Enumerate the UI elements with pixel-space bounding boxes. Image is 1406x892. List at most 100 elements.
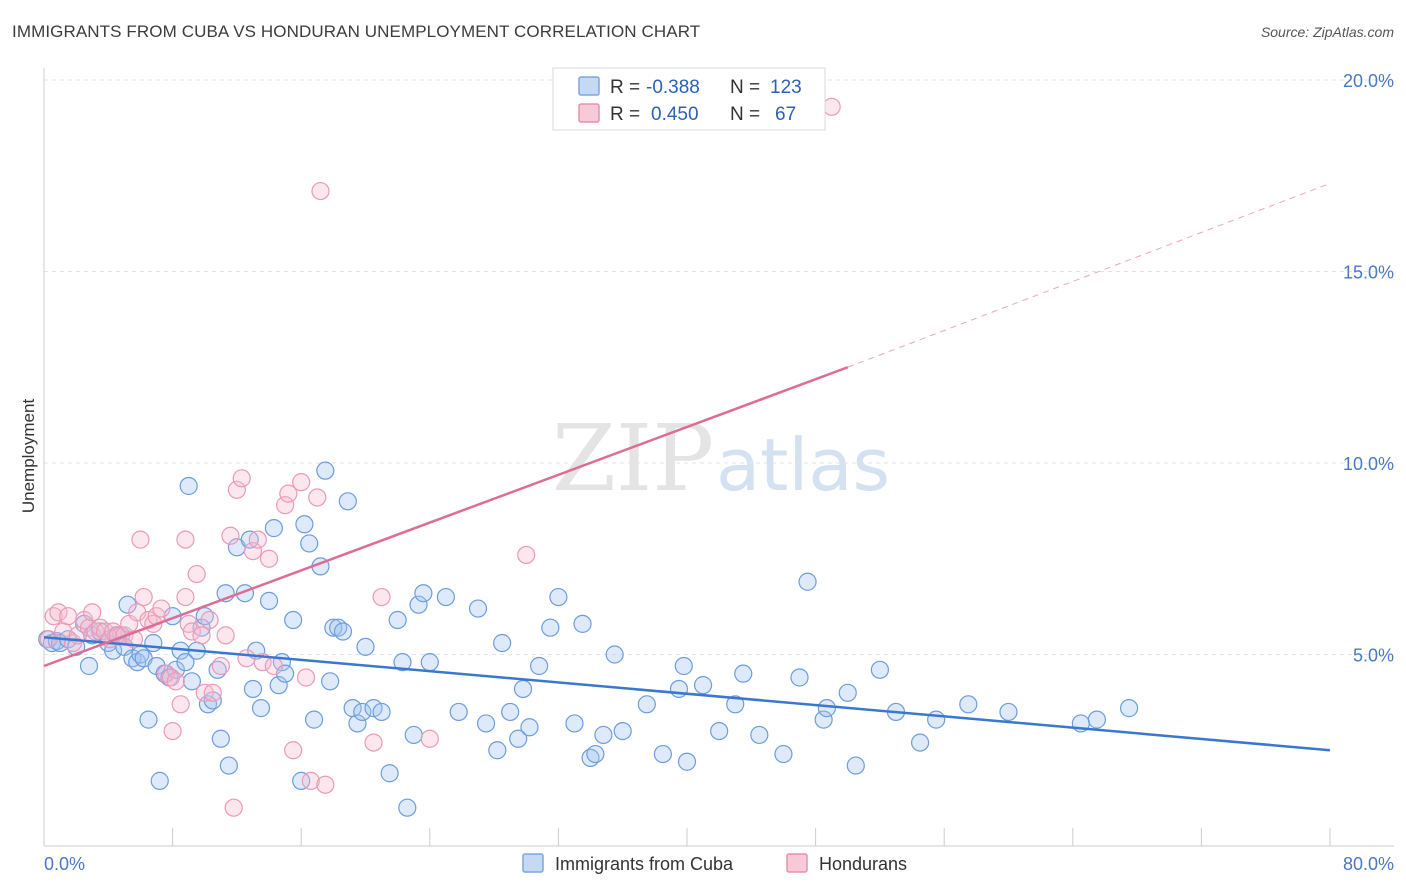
series-cuba-points xyxy=(38,461,1139,817)
data-point xyxy=(846,756,865,775)
data-point xyxy=(216,626,235,645)
y-axis-title: Unemployment xyxy=(19,399,38,514)
data-point xyxy=(436,587,455,607)
data-point xyxy=(321,672,340,691)
axes xyxy=(43,68,1394,847)
data-point xyxy=(573,614,592,633)
data-point xyxy=(308,488,327,507)
data-point xyxy=(232,469,251,488)
data-point xyxy=(488,741,507,760)
data-point xyxy=(734,664,753,683)
data-point xyxy=(398,798,417,817)
data-point xyxy=(227,480,246,499)
data-point xyxy=(530,656,549,676)
data-point xyxy=(409,595,428,614)
data-point xyxy=(131,530,150,549)
bottom-legend-hondurans: Hondurans xyxy=(819,854,907,874)
data-point xyxy=(565,714,584,733)
x-tick-label-max: 80.0% xyxy=(1343,854,1394,874)
data-point xyxy=(414,584,433,603)
legend-n-label-cuba: N = xyxy=(730,77,760,98)
legend-r-value-hondurans: 0.450 xyxy=(651,104,699,125)
data-point xyxy=(509,729,528,748)
data-point xyxy=(653,744,672,764)
data-point xyxy=(144,633,163,653)
data-point xyxy=(1087,710,1107,729)
data-point xyxy=(301,771,320,790)
data-point xyxy=(404,725,423,745)
legend-n-value-cuba: 123 xyxy=(770,77,802,98)
data-point xyxy=(420,729,439,748)
data-point xyxy=(814,710,833,729)
data-point xyxy=(176,653,195,672)
data-point xyxy=(203,683,222,702)
data-point xyxy=(49,603,68,622)
series-legend: Immigrants from Cuba Hondurans xyxy=(522,853,907,874)
y-tick-label: 20.0% xyxy=(1343,71,1394,91)
data-point xyxy=(171,695,190,714)
data-point xyxy=(517,545,536,565)
data-point xyxy=(927,710,946,729)
data-point xyxy=(134,587,153,607)
bottom-legend-cuba: Immigrants from Cuba xyxy=(555,854,734,874)
data-point xyxy=(364,733,383,752)
data-point xyxy=(586,744,605,764)
data-point xyxy=(1119,699,1139,718)
bottom-legend-swatch-cuba xyxy=(522,853,544,873)
data-point xyxy=(187,564,206,584)
data-point xyxy=(221,526,240,545)
data-point xyxy=(176,530,195,549)
data-point xyxy=(152,599,171,618)
data-point xyxy=(822,97,841,116)
chart-title: IMMIGRANTS FROM CUBA VS HONDURAN UNEMPLO… xyxy=(12,22,701,41)
data-point xyxy=(356,637,375,656)
source-label: Source: ZipAtlas.com xyxy=(1260,24,1394,40)
data-point xyxy=(372,587,391,607)
data-point xyxy=(179,476,198,496)
data-point xyxy=(248,530,267,549)
data-point xyxy=(279,484,298,503)
trend-lines xyxy=(43,182,1331,752)
data-point xyxy=(605,645,624,664)
bottom-legend-swatch-hondurans xyxy=(786,853,808,873)
data-point xyxy=(774,744,793,764)
data-point xyxy=(243,541,263,561)
data-point xyxy=(59,607,78,626)
data-point xyxy=(163,721,182,741)
data-point xyxy=(501,702,520,722)
data-point xyxy=(372,702,391,722)
y-tick-label: 15.0% xyxy=(1343,263,1394,283)
data-point xyxy=(353,702,372,722)
data-point xyxy=(468,599,488,618)
data-point xyxy=(910,733,930,752)
data-point xyxy=(150,771,169,790)
data-point xyxy=(798,572,817,591)
data-point xyxy=(549,587,568,607)
data-point xyxy=(182,672,201,691)
data-point xyxy=(292,473,311,492)
data-point xyxy=(790,668,809,687)
trend-line-extension xyxy=(847,182,1331,368)
trend-line xyxy=(43,636,1331,752)
data-point xyxy=(613,721,632,741)
data-point xyxy=(224,798,243,817)
data-point xyxy=(710,721,729,741)
data-point xyxy=(79,656,99,676)
x-tick-label-min: 0.0% xyxy=(44,854,85,874)
data-point xyxy=(817,699,836,718)
data-point xyxy=(284,610,303,630)
data-point xyxy=(999,702,1018,722)
data-point xyxy=(513,679,533,699)
data-point xyxy=(420,653,439,672)
data-point xyxy=(674,656,693,676)
data-point xyxy=(118,595,137,614)
legend-swatch-hondurans xyxy=(578,103,600,123)
legend-n-value-hondurans: 67 xyxy=(775,104,796,125)
data-point xyxy=(139,710,158,729)
legend-swatch-cuba xyxy=(578,76,600,96)
data-point xyxy=(348,714,367,733)
data-point xyxy=(296,668,316,687)
data-point xyxy=(959,695,978,714)
data-point xyxy=(182,622,201,641)
correlation-legend: R = -0.388 N = 123 R = 0.450 N = 67 xyxy=(552,67,826,131)
